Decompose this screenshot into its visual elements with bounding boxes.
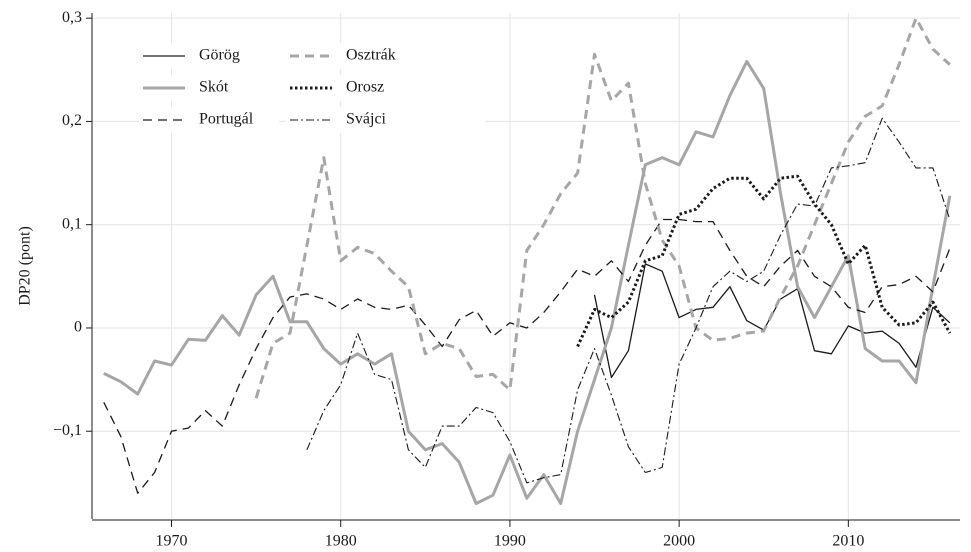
- legend-label: Orosz: [346, 79, 384, 96]
- y-tick-label: 0,1: [62, 215, 82, 232]
- x-tick-label: 1990: [494, 533, 526, 550]
- y-axis-label: DP20 (pont): [17, 226, 34, 306]
- series-line: [306, 117, 951, 484]
- x-tick-label: 1980: [325, 533, 357, 550]
- legend-label: Portugál: [199, 111, 254, 128]
- x-tick-label: 2000: [663, 533, 695, 550]
- x-tick-label: 1970: [156, 533, 188, 550]
- legend-label: Görög: [199, 47, 240, 64]
- y-tick-label: 0,3: [62, 9, 82, 26]
- legend-label: Svájci: [346, 111, 387, 128]
- series-line: [254, 16, 951, 399]
- legend-label: Skót: [199, 79, 229, 96]
- legend-bg: [286, 43, 486, 69]
- series-line: [103, 218, 951, 494]
- y-tick-label: 0,2: [62, 112, 82, 129]
- y-tick-label: 0: [74, 319, 82, 336]
- series-line: [103, 60, 952, 505]
- legend-label: Osztrák: [346, 47, 396, 64]
- y-tick-label: −0,1: [53, 422, 82, 439]
- legend-bg: [286, 75, 486, 101]
- series-line: [576, 174, 952, 348]
- x-tick-label: 2010: [832, 533, 864, 550]
- legend-bg: [286, 107, 486, 133]
